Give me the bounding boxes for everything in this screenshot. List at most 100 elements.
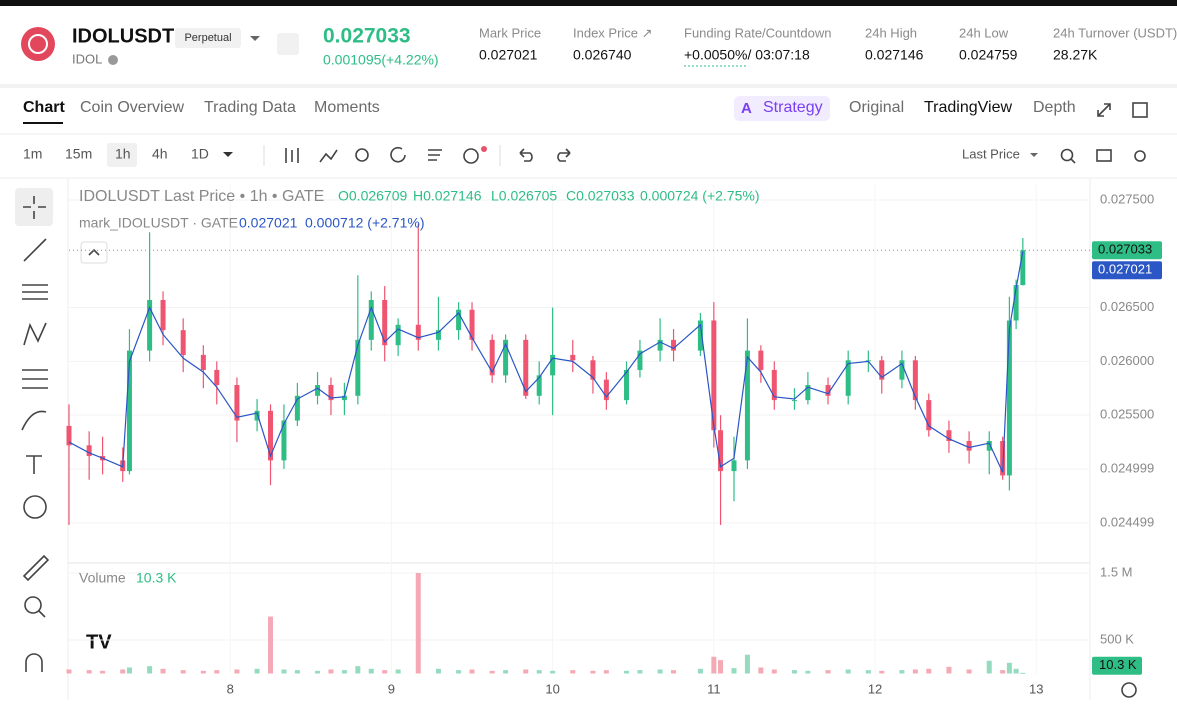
candle-body [657,339,663,351]
volume-bar [456,670,462,674]
y-tick-label: 0.026000 [1100,353,1154,368]
candle-body [926,400,932,431]
volume-bar [86,670,92,674]
volume-bar [791,670,797,674]
tab[interactable]: Moments [314,99,380,116]
volume-bar [120,669,126,674]
candle-body [718,430,724,472]
volume-bar [268,616,274,674]
volume-bar [550,670,556,674]
x-tick-label: 10 [545,681,559,696]
volume-bar [294,670,300,674]
stat-label: 24h High [865,25,917,40]
interval[interactable]: 4h [152,146,168,162]
volume-bar [489,670,495,674]
tab-underline [23,122,63,124]
mark-legend-item: 0.000712 (+2.71%) [305,215,424,231]
top-bar [0,0,1177,6]
volume-tick-label: 1.5 M [1100,564,1133,579]
tab[interactable]: Chart [23,99,65,116]
volume-bar [926,668,932,674]
candle-body [590,360,596,380]
volume-tag [1092,656,1142,675]
candle-body [912,360,918,401]
volume-label: Volume [79,570,126,586]
candle-body [523,339,529,396]
volume-bar [946,666,952,674]
candle-body [805,385,811,401]
volume-bar [100,670,106,674]
x-tick-label: 11 [707,681,721,696]
volume-bar [899,670,905,674]
tab[interactable]: Trading Data [204,99,296,116]
candle-body [254,410,260,421]
volume-bar [234,669,240,674]
volume-bar [986,660,992,674]
volume-bar [1013,668,1019,674]
dropdown[interactable] [223,152,233,157]
candle-body [825,385,831,396]
candle-body [382,300,388,346]
price-change: 0.001095(+4.22%) [323,52,439,68]
info-icon[interactable] [108,55,118,65]
candle-body [1013,285,1019,321]
sub-symbol: IDOL [72,51,102,66]
candle-body [637,350,643,370]
window-icon[interactable] [1132,102,1148,118]
volume-bar [281,669,287,674]
badge: Perpetual [184,32,231,44]
x-tick-label: 9 [388,681,395,696]
candle-body [341,395,347,401]
candle-body [294,395,300,421]
settings-icon[interactable] [1121,682,1137,698]
volume-bar [315,670,321,674]
stat-value: 0.027021 [479,47,538,63]
volume-bar [718,660,724,674]
collapse-button[interactable] [80,241,108,264]
price-type[interactable]: Last Price [962,146,1020,161]
candle-body [624,369,630,401]
expand-icon[interactable] [1097,103,1111,117]
volume-bar [368,668,374,674]
tab[interactable]: Coin Overview [80,99,184,116]
candle-body [395,324,401,346]
candle-body [986,440,992,451]
strategy-icon: A [741,100,752,117]
volume-bar [523,669,529,674]
view-tab[interactable]: TradingView [924,99,1012,116]
interval[interactable]: 1D [191,146,209,162]
candle-body [1020,250,1026,286]
candle-body [697,320,703,351]
view-tab[interactable]: Depth [1033,99,1076,116]
volume-bar [382,670,388,674]
dropdown[interactable] [250,36,260,41]
view-tab[interactable]: Strategy [763,99,823,116]
interval[interactable]: 15m [65,146,92,162]
mark-legend-title: mark_IDOLUSDT · GATE [79,215,238,231]
volume-last-label: 10.3 K [1099,657,1137,672]
candle-body [435,330,441,340]
volume-bar [671,670,677,674]
stat-value: / 03:07:18 [747,47,809,63]
candle-body [200,354,206,370]
dropdown[interactable] [1030,153,1038,157]
last-price: 0.027033 [323,25,411,48]
volume-bar [825,670,831,674]
interval[interactable]: 1m [23,146,42,162]
candle-body [328,385,334,401]
volume-bar [126,667,132,674]
toolbar-icons[interactable] [285,146,1146,164]
notification-dot [481,146,487,152]
candle-body [147,300,153,351]
favorite[interactable] [277,33,299,55]
candle-body [879,360,885,380]
drawing-tools[interactable] [21,196,50,672]
interval[interactable]: 1h [115,146,131,162]
view-tab[interactable]: Original [849,99,904,116]
volume-bar [966,669,972,674]
x-tick-label: 13 [1029,681,1043,696]
candle-body [550,354,556,376]
symbol: IDOLUSDT [72,25,174,47]
stat-value: 28.27K [1053,47,1098,63]
stat-value: 0.024759 [959,47,1018,63]
